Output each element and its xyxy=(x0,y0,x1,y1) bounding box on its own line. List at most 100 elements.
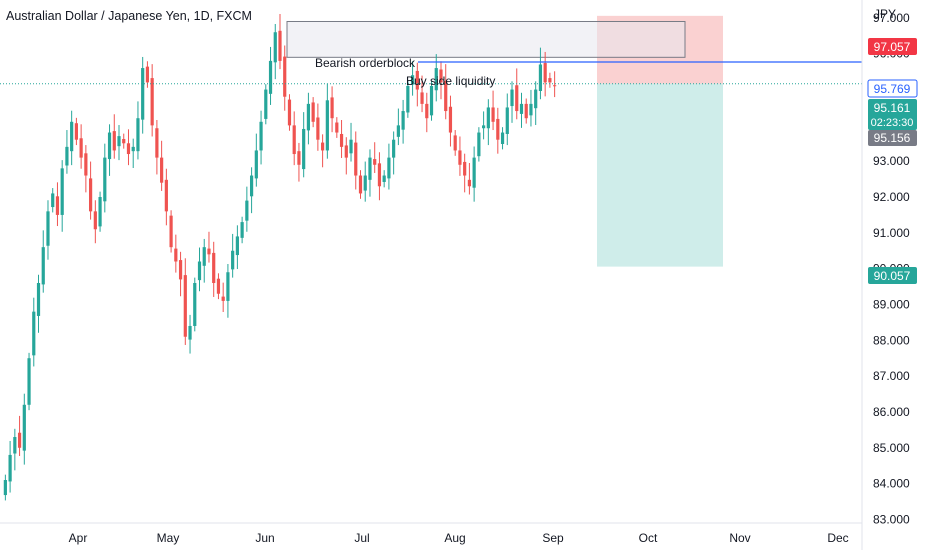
x-tick-may: May xyxy=(157,531,180,545)
y-tick-label: 92.000 xyxy=(873,190,910,204)
candle-body xyxy=(70,121,74,152)
candle-body xyxy=(363,175,367,191)
y-tick-label: 83.000 xyxy=(873,512,910,526)
candle-body xyxy=(46,211,50,246)
candle-body xyxy=(193,282,197,326)
candle-body xyxy=(306,103,311,131)
candle-body xyxy=(212,252,216,283)
candle-body xyxy=(197,261,202,281)
candle-body xyxy=(117,136,121,147)
y-tick-label: 87.000 xyxy=(873,369,910,383)
candle-body xyxy=(8,454,12,482)
candle-body xyxy=(349,139,353,154)
last-price-value: 95.161 xyxy=(874,101,911,115)
x-tick-jul: Jul xyxy=(354,531,369,545)
liquidity-value: 95.769 xyxy=(874,82,911,96)
candle-body xyxy=(259,121,263,151)
orderblock-label[interactable]: Bearish orderblock xyxy=(315,56,416,70)
candle-body xyxy=(406,85,410,113)
candle-body xyxy=(103,157,107,202)
candle-body xyxy=(254,150,258,179)
candle-body xyxy=(126,143,131,155)
bar-countdown: 02:23:30 xyxy=(871,117,914,129)
x-tick-dec: Dec xyxy=(827,531,848,545)
candle-body xyxy=(84,153,88,176)
x-tick-oct: Oct xyxy=(639,531,658,545)
y-tick-label: 85.000 xyxy=(873,441,910,455)
candle-body xyxy=(458,150,462,165)
x-tick-aug: Aug xyxy=(444,531,465,545)
candle-body xyxy=(88,178,93,212)
candle-body xyxy=(160,157,164,183)
candle-body xyxy=(93,211,97,230)
candle-body xyxy=(505,107,509,134)
candle-body xyxy=(174,248,178,262)
currency-label: JPY xyxy=(874,7,896,21)
candle-body xyxy=(27,358,31,405)
candle-body xyxy=(548,78,552,83)
candle-body xyxy=(207,248,211,255)
candle-body xyxy=(410,75,415,85)
candle-body xyxy=(358,175,363,194)
candle-body xyxy=(439,69,443,83)
candle-body xyxy=(79,138,83,158)
candle-body xyxy=(553,85,557,87)
candle-body xyxy=(278,30,282,61)
candle-body xyxy=(178,260,183,280)
candle-body xyxy=(311,102,315,122)
candle-body xyxy=(32,311,36,356)
candle-body xyxy=(325,100,329,151)
candle-body xyxy=(387,157,391,179)
candle-body xyxy=(543,63,547,83)
candle-body xyxy=(292,125,296,155)
prev-close-value: 95.156 xyxy=(874,131,911,145)
candle-body xyxy=(240,222,244,238)
stop-loss-tag[interactable]: 97.057 xyxy=(868,38,917,55)
candle-body xyxy=(425,103,429,119)
liquidity-tag[interactable]: 95.769 xyxy=(867,79,918,98)
candle-body xyxy=(150,78,154,126)
take-profit-tag[interactable]: 90.057 xyxy=(868,267,917,284)
candle-body xyxy=(467,179,472,187)
candle-body xyxy=(112,131,116,151)
candle-body xyxy=(392,139,396,158)
candle-body xyxy=(335,122,339,133)
candle-body xyxy=(472,157,476,188)
candle-body xyxy=(268,60,273,94)
prev-close-tag[interactable]: 95.156 xyxy=(868,130,917,146)
take-profit-value: 90.057 xyxy=(874,269,911,283)
bearish-orderblock-box[interactable] xyxy=(286,20,686,58)
take-profit-zone[interactable] xyxy=(597,83,723,267)
candle-body xyxy=(36,282,41,316)
candle-body xyxy=(107,132,112,160)
candle-body xyxy=(339,133,344,147)
candle-body xyxy=(538,64,543,91)
candle-body xyxy=(515,85,519,112)
candle-body xyxy=(235,236,239,256)
candle-body xyxy=(122,138,126,144)
liquidity-label[interactable]: Buy side liquidity xyxy=(406,74,495,88)
candle-body xyxy=(482,125,486,129)
x-tick-nov: Nov xyxy=(729,531,750,545)
stop-loss-value: 97.057 xyxy=(874,40,911,54)
y-tick-label: 93.000 xyxy=(873,154,910,168)
candle-body xyxy=(500,132,505,145)
candle-body xyxy=(344,145,348,158)
candle-body xyxy=(169,215,173,248)
candle-body xyxy=(519,103,524,114)
candle-body xyxy=(477,132,481,157)
symbol-title: Australian Dollar / Japanese Yen, 1D, FX… xyxy=(6,9,252,23)
candle-body xyxy=(264,89,268,119)
candle-body xyxy=(524,103,528,119)
y-tick-label: 86.000 xyxy=(873,405,910,419)
candle-body xyxy=(330,97,334,119)
candle-body xyxy=(444,80,448,112)
candle-body xyxy=(141,68,145,120)
candle-body xyxy=(382,175,386,182)
candle-body xyxy=(316,117,320,140)
candle-body xyxy=(131,146,135,152)
candle-body xyxy=(368,157,372,180)
last-price-tag[interactable]: 95.161 02:23:30 xyxy=(868,99,917,130)
